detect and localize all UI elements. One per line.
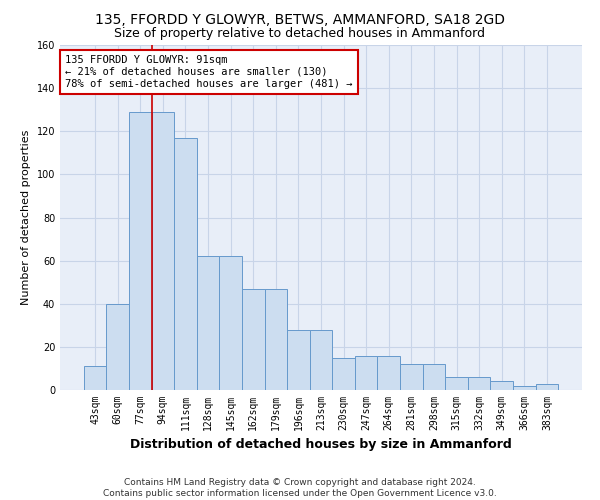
Text: Size of property relative to detached houses in Ammanford: Size of property relative to detached ho… [115, 28, 485, 40]
Bar [400, 364, 422, 390]
Bar [265, 288, 287, 390]
Bar [242, 288, 265, 390]
Bar [513, 386, 536, 390]
Bar [445, 377, 468, 390]
Text: 135, FFORDD Y GLOWYR, BETWS, AMMANFORD, SA18 2GD: 135, FFORDD Y GLOWYR, BETWS, AMMANFORD, … [95, 12, 505, 26]
Bar [129, 112, 152, 390]
Bar [490, 382, 513, 390]
Text: Contains HM Land Registry data © Crown copyright and database right 2024.
Contai: Contains HM Land Registry data © Crown c… [103, 478, 497, 498]
Bar [197, 256, 220, 390]
Bar [84, 366, 106, 390]
Bar [174, 138, 197, 390]
Bar [422, 364, 445, 390]
Bar [468, 377, 490, 390]
X-axis label: Distribution of detached houses by size in Ammanford: Distribution of detached houses by size … [130, 438, 512, 452]
Text: 135 FFORDD Y GLOWYR: 91sqm
← 21% of detached houses are smaller (130)
78% of sem: 135 FFORDD Y GLOWYR: 91sqm ← 21% of deta… [65, 56, 353, 88]
Bar [220, 256, 242, 390]
Bar [287, 330, 310, 390]
Y-axis label: Number of detached properties: Number of detached properties [21, 130, 31, 305]
Bar [355, 356, 377, 390]
Bar [377, 356, 400, 390]
Bar [332, 358, 355, 390]
Bar [310, 330, 332, 390]
Bar [152, 112, 174, 390]
Bar [536, 384, 558, 390]
Bar [106, 304, 129, 390]
